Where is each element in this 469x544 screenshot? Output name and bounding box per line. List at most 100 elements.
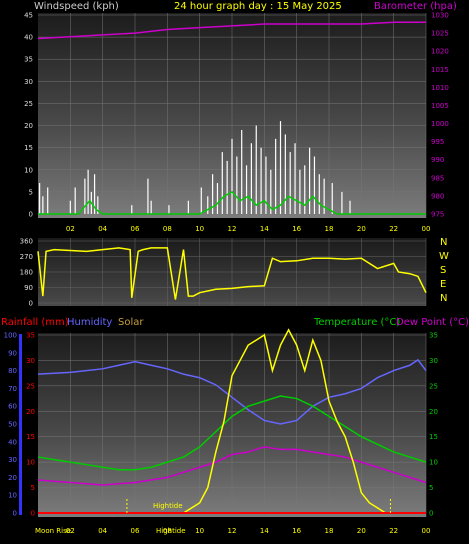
rain-tick-label: 30 [26, 357, 35, 365]
rain-tick-label: 5 [31, 484, 35, 492]
rain-tick-label: 25 [26, 382, 35, 390]
wind-x-tick-label: 14 [260, 225, 269, 233]
humidity-tick-label: 0 [13, 510, 17, 518]
solar-line [38, 328, 426, 514]
temperature-x-tick-label: 08 [163, 527, 172, 535]
direction-grid [38, 238, 427, 306]
rain-tick-label: 0 [31, 510, 35, 518]
wind-x-tick-label: 06 [131, 225, 140, 233]
direction-tick-label: 0 [29, 300, 33, 308]
wind-tick-label: 15 [24, 144, 33, 152]
rain-tick-label: 35 [26, 332, 35, 340]
wind-x-tick-label: 10 [195, 225, 204, 233]
barometer-tick-label: 975 [431, 211, 444, 219]
temperature-x-tick-label: 16 [292, 527, 301, 535]
direction-tick-label: 270 [20, 253, 33, 261]
barometer-tick-label: 990 [431, 156, 444, 164]
barometer-tick-label: 1020 [431, 48, 449, 56]
compass-letters: N W S E N [439, 237, 449, 304]
rainfall-legend: Rainfall (mm) [1, 317, 69, 328]
wind-tick-label: 35 [24, 56, 33, 64]
humidity-tick-label: 80 [8, 367, 17, 375]
humidity-tick-label: 70 [8, 385, 17, 393]
wind-tick-label: 10 [24, 166, 33, 174]
barometer-line [37, 21, 426, 40]
temperature-x-tick-label: 04 [98, 527, 107, 535]
chart-title: 24 hour graph day : 15 May 2025 [174, 1, 342, 12]
humidity-legend: Humidity [67, 317, 112, 328]
temperature-x-tick-label: 22 [389, 527, 398, 535]
temperature-grid [38, 333, 427, 517]
rain-tick-label: 10 [26, 459, 35, 467]
temperature-x-tick-label: 18 [325, 527, 334, 535]
wind-x-tick-label: 20 [357, 225, 366, 233]
humidity-scale-bar [19, 334, 22, 515]
wind-tick-label: 20 [24, 122, 33, 130]
temperature-legend: Temperature (°C) [313, 317, 400, 328]
humidity-tick-label: 40 [8, 438, 17, 446]
dewpoint-line [37, 446, 427, 486]
barometer-axis-title: Barometer (hpa) [374, 1, 457, 12]
temperature-axis-ticks: 0055101015152020252530303535010203040506… [4, 332, 438, 536]
barometer-tick-label: 1005 [431, 102, 449, 110]
barometer-tick-label: 985 [431, 174, 444, 182]
barometer-tick-label: 1030 [431, 12, 449, 20]
wind-x-tick-label: 04 [98, 225, 107, 233]
temperature-tick-label: 10 [429, 459, 438, 467]
temperature-line [37, 395, 427, 471]
wind-x-tick-label: 08 [163, 225, 172, 233]
direction-tick-label: 90 [24, 284, 33, 292]
wind-series [37, 21, 426, 215]
temperature-x-tick-label: 06 [131, 527, 140, 535]
wind-x-tick-label: 00 [422, 225, 431, 233]
humidity-tick-label: 20 [8, 474, 17, 482]
direction-axis-ticks: 0 90 180 270 360 [20, 238, 33, 308]
temperature-x-tick-label: 10 [195, 527, 204, 535]
temperature-x-tick-label: 02 [66, 527, 75, 535]
wind-x-tick-label: 18 [325, 225, 334, 233]
temperature-tick-label: 25 [429, 382, 438, 390]
wind-x-tick-label: 12 [228, 225, 237, 233]
humidity-tick-label: 100 [4, 332, 17, 340]
barometer-tick-label: 1000 [431, 120, 449, 128]
wind-tick-label: 30 [24, 78, 33, 86]
temperature-tick-label: 5 [429, 484, 433, 492]
wind-axis-ticks: 0510152025303540459759809859909951000100… [24, 12, 449, 234]
compass-letter-e: E [440, 279, 446, 290]
humidity-line [37, 358, 427, 425]
barometer-tick-label: 1015 [431, 66, 449, 74]
temperature-x-tick-label: 20 [357, 527, 366, 535]
compass-letter-w: W [439, 251, 449, 262]
wind-axis-title: Windspeed (kph) [34, 1, 119, 12]
dewpoint-legend: Dew Point (°C) [396, 317, 469, 328]
hightide-label: Hightide [153, 502, 183, 510]
wind-x-tick-label: 02 [66, 225, 75, 233]
hightide-footer-label: Hightide [156, 527, 186, 535]
moonrise-label: Moon Rise [35, 527, 71, 535]
barometer-tick-label: 995 [431, 138, 444, 146]
barometer-tick-label: 980 [431, 192, 444, 200]
wind-x-tick-label: 16 [292, 225, 301, 233]
temperature-series [37, 328, 427, 515]
humidity-tick-label: 60 [8, 403, 17, 411]
temperature-x-tick-label: 00 [422, 527, 431, 535]
rain-tick-label: 20 [26, 408, 35, 416]
humidity-tick-label: 50 [8, 421, 17, 429]
temperature-tick-label: 20 [429, 408, 438, 416]
wind-tick-label: 25 [24, 100, 33, 108]
temperature-tick-label: 35 [429, 332, 438, 340]
barometer-tick-label: 1025 [431, 30, 449, 38]
direction-line [37, 247, 427, 300]
temperature-tick-label: 30 [429, 357, 438, 365]
temperature-x-tick-label: 14 [260, 527, 269, 535]
direction-series [37, 247, 427, 300]
barometer-tick-label: 1010 [431, 84, 449, 92]
humidity-tick-label: 30 [8, 456, 17, 464]
solar-legend: Solar [118, 317, 144, 328]
gust-avg-line [38, 190, 426, 215]
humidity-tick-label: 90 [8, 349, 17, 357]
wind-tick-label: 5 [29, 188, 33, 196]
direction-tick-label: 360 [20, 238, 33, 246]
